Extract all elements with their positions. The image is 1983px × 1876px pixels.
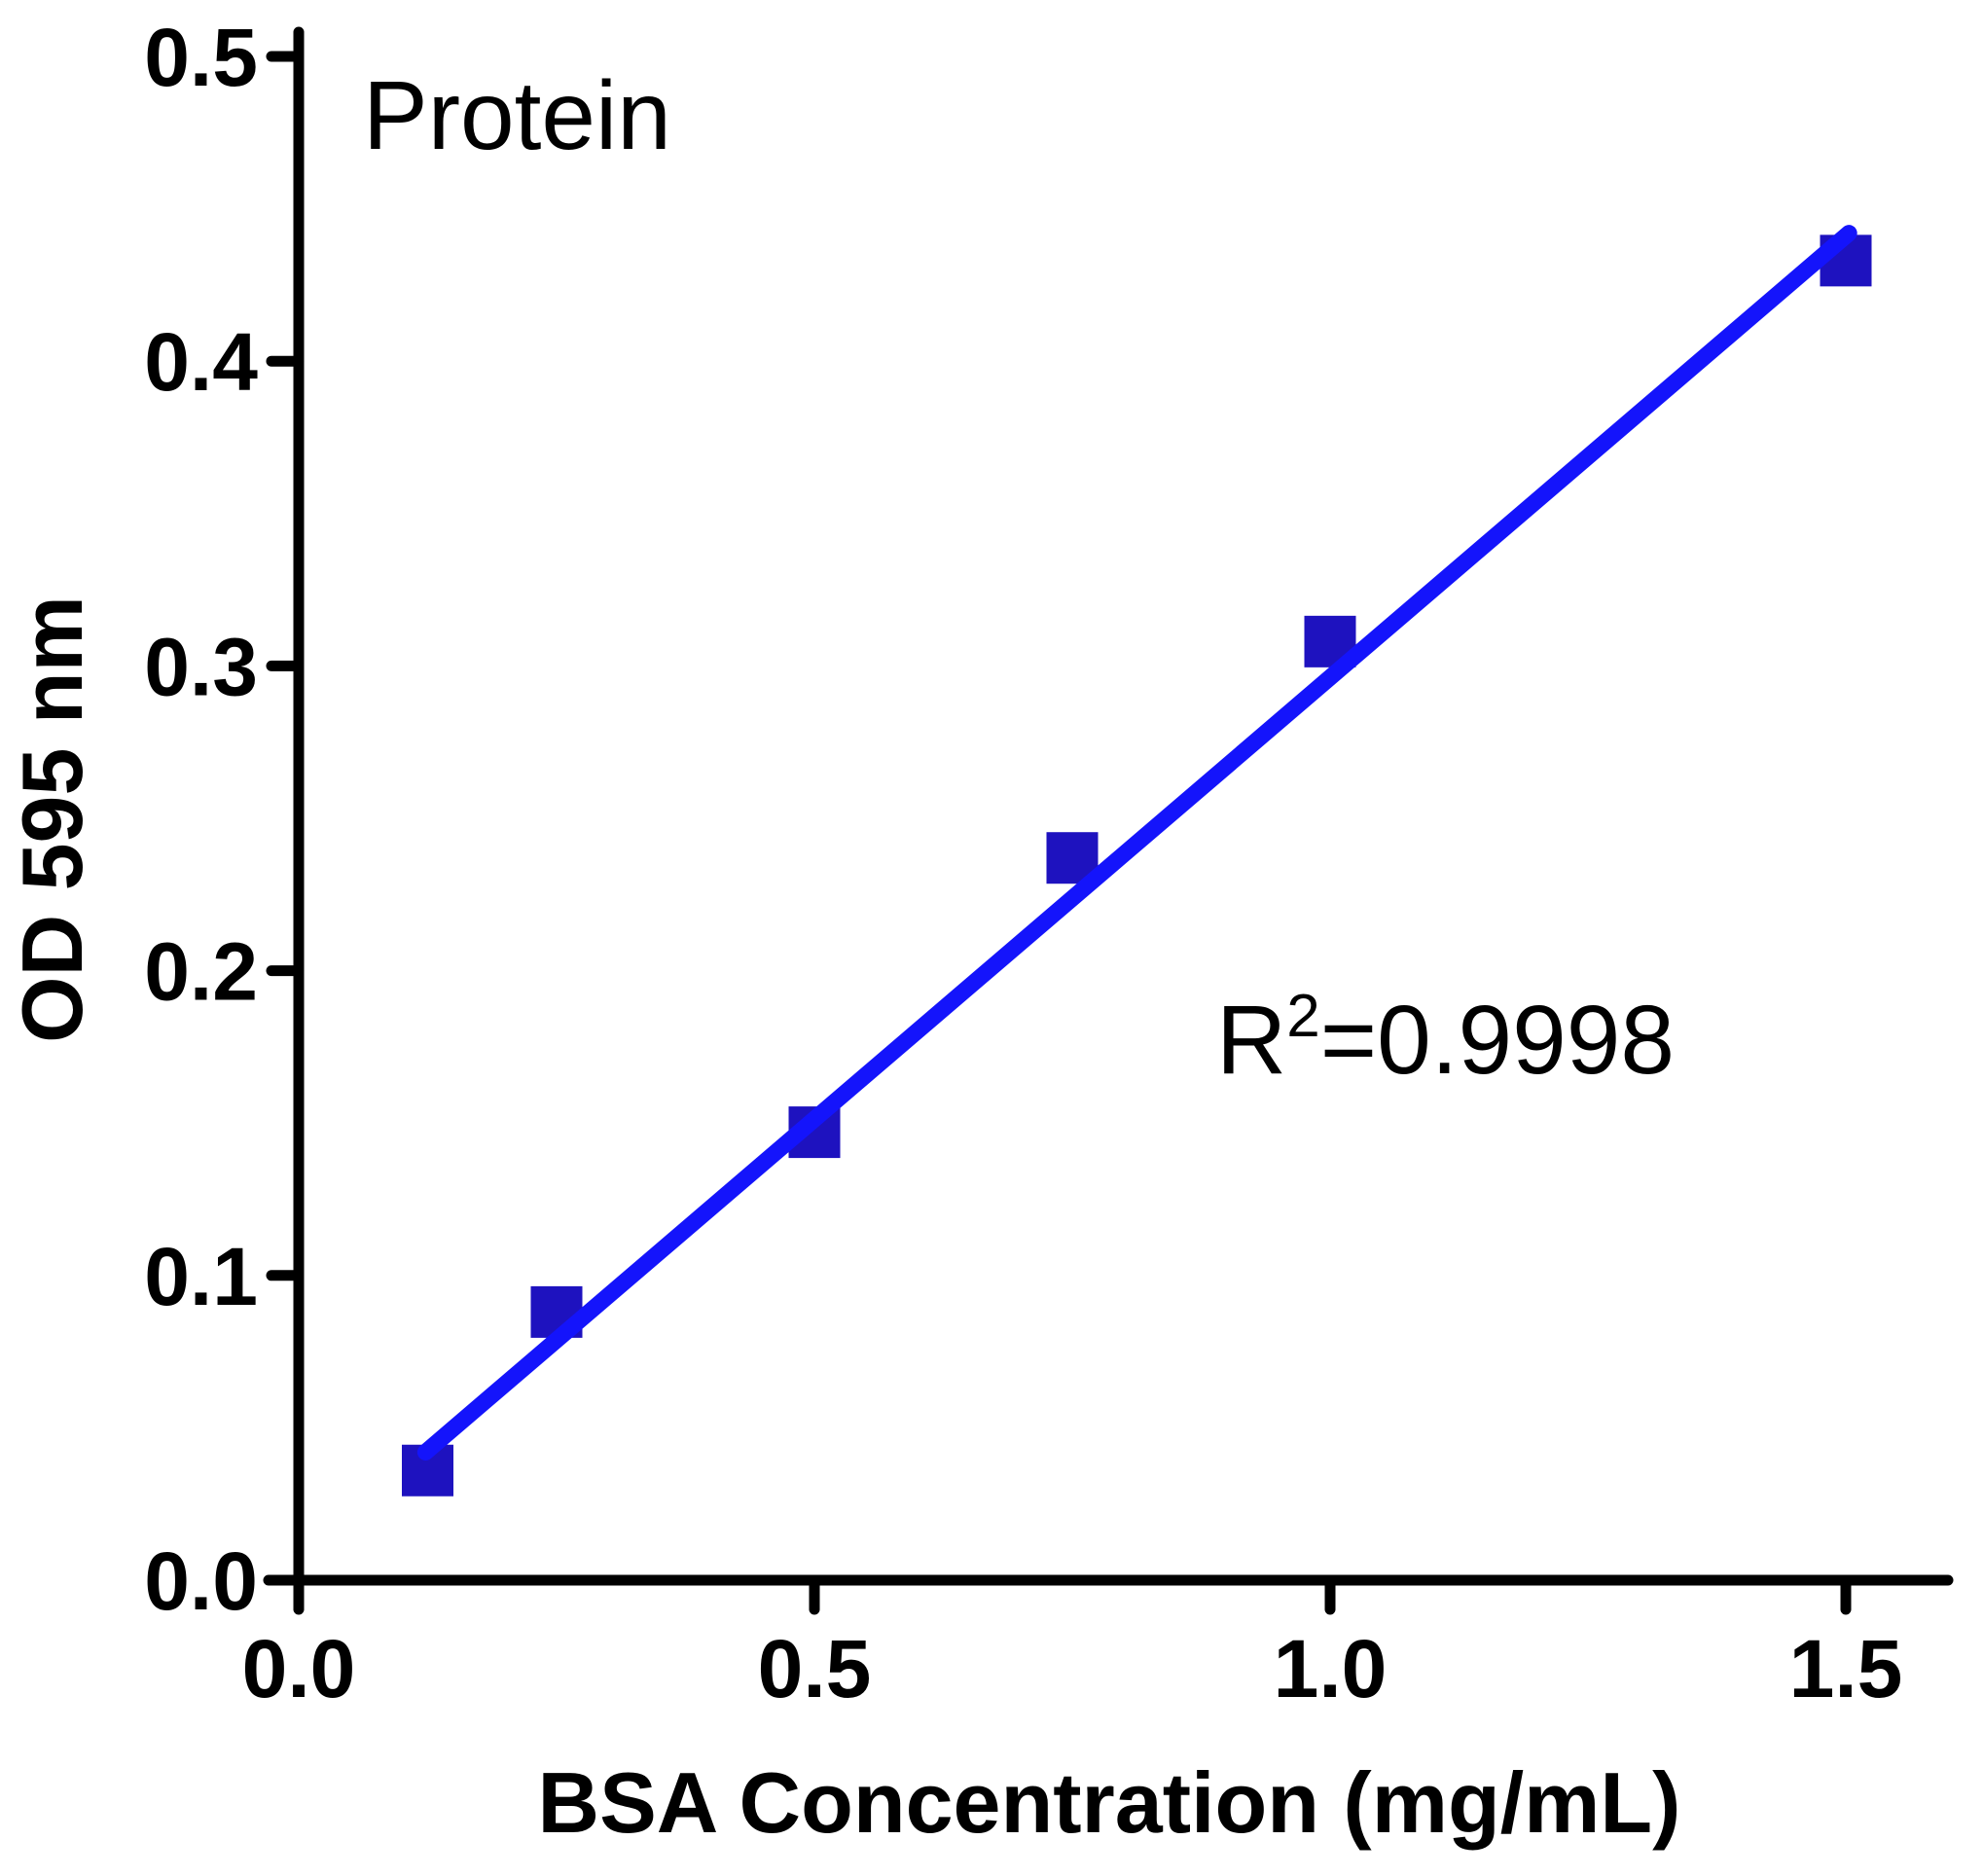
y-tick-label: 0.2: [144, 926, 258, 1018]
y-tick-label: 0.3: [144, 621, 258, 712]
regression-line: [416, 225, 1857, 1461]
r-squared-annotation: R2=0.9998: [1216, 983, 1675, 1095]
y-tick-label: 0.1: [144, 1231, 258, 1322]
y-axis-tick-labels: 0.0 0.1 0.2 0.3 0.4 0.5: [144, 12, 258, 1627]
y-tick-label: 0.4: [144, 316, 258, 408]
axes: [263, 26, 1954, 1614]
x-tick-label: 1.5: [1789, 1623, 1903, 1714]
r-squared-base: R: [1216, 986, 1286, 1095]
x-tick-label: 1.0: [1274, 1623, 1388, 1714]
y-axis-ticks: [266, 51, 305, 1586]
y-axis-title: OD 595 nm: [4, 595, 100, 1043]
x-tick-label: 0.5: [758, 1623, 872, 1714]
r-squared-value: =0.9998: [1320, 986, 1675, 1095]
chart-title: Protein: [363, 61, 671, 170]
x-tick-label: 0.0: [242, 1623, 356, 1714]
data-points: [402, 234, 1872, 1497]
x-axis-ticks: [293, 1574, 1852, 1615]
x-axis-tick-labels: 0.0 0.5 1.0 1.5: [242, 1623, 1903, 1714]
r-squared-superscript: 2: [1286, 983, 1319, 1050]
y-tick-label: 0.0: [144, 1535, 258, 1627]
y-tick-label: 0.5: [144, 12, 258, 103]
x-axis-title: BSA Concentration (mg/mL): [538, 1754, 1681, 1851]
